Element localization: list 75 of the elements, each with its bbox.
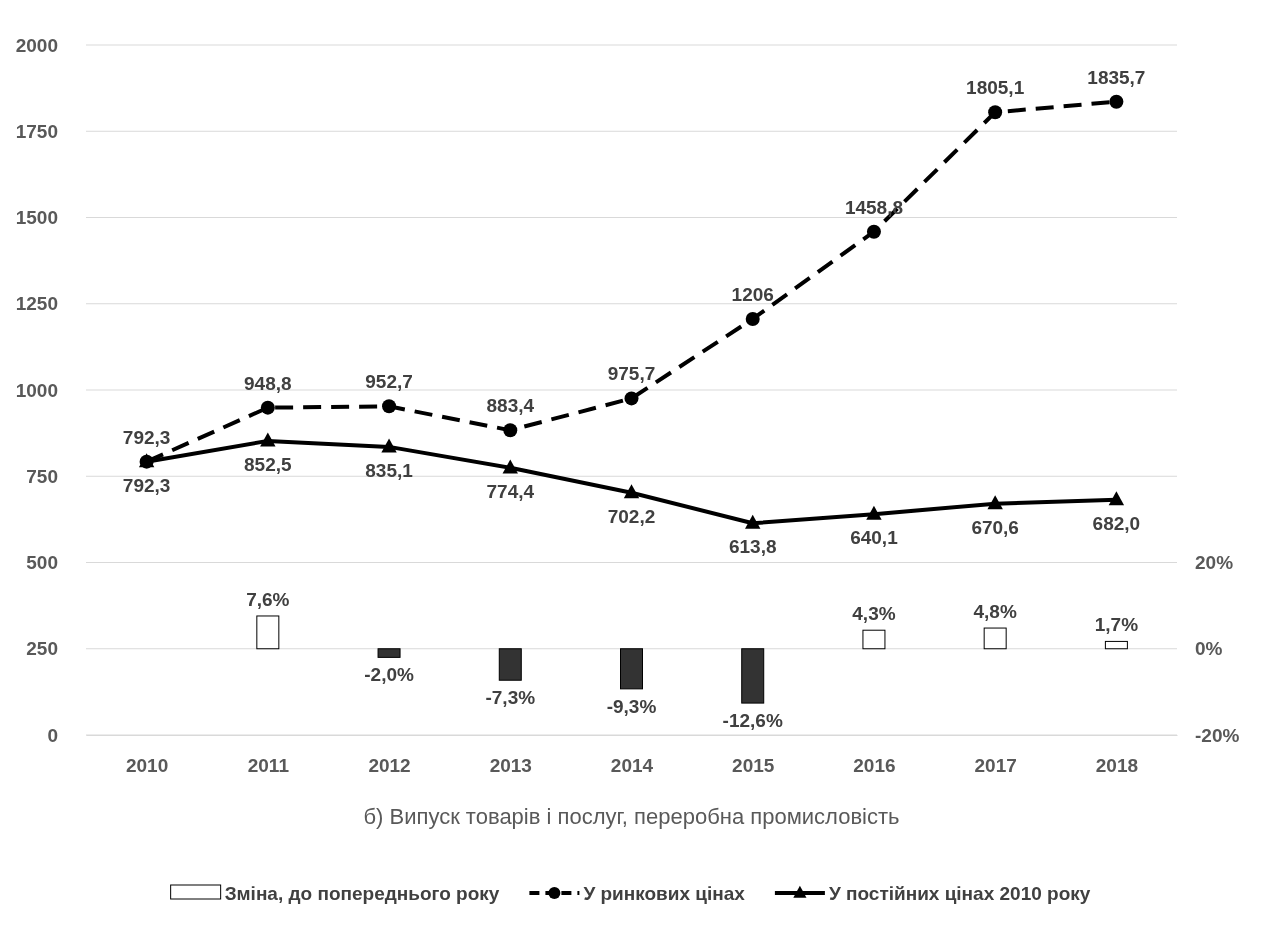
bar — [620, 648, 643, 690]
point — [624, 391, 639, 406]
point — [503, 423, 518, 438]
data-label: 7,6% — [246, 588, 290, 610]
x-tick-label: 2015 — [732, 755, 775, 777]
data-label: 1835,7 — [1087, 66, 1146, 88]
data-label: 1458,8 — [844, 196, 904, 218]
point — [745, 514, 761, 529]
data-label: 774,4 — [486, 480, 535, 502]
data-label: -2,0% — [364, 664, 414, 686]
x-tick-label: 2017 — [974, 755, 1017, 777]
bar — [377, 648, 401, 658]
bar — [498, 648, 522, 681]
legend-label: У ринкових цінах — [583, 883, 746, 904]
point — [988, 105, 1003, 120]
point — [382, 399, 397, 414]
y-tick-label: 750 — [26, 465, 58, 487]
data-label: 640,1 — [850, 527, 899, 549]
y2-tick-label: -20% — [1195, 724, 1240, 746]
point — [502, 459, 518, 474]
y2-tick-label: 0% — [1195, 638, 1223, 660]
bar — [983, 627, 1007, 650]
point — [1108, 491, 1125, 506]
x-tick-label: 2011 — [247, 755, 290, 777]
point — [260, 400, 275, 415]
bar — [741, 648, 765, 704]
point — [381, 438, 397, 453]
bar — [862, 629, 886, 650]
bar — [1104, 640, 1128, 650]
point — [623, 484, 640, 499]
x-tick-label: 2010 — [125, 755, 169, 777]
data-label: 792,3 — [122, 474, 171, 496]
legend-label: У постійних цінах 2010 року — [828, 883, 1091, 904]
data-label: 792,3 — [122, 426, 171, 448]
x-tick-label: 2016 — [853, 755, 896, 777]
data-label: -7,3% — [485, 687, 536, 709]
bar — [256, 615, 280, 650]
y-tick-label: 1500 — [15, 207, 58, 229]
data-label: 682,0 — [1092, 512, 1141, 534]
point — [866, 224, 881, 239]
y-tick-label: 1000 — [15, 379, 58, 401]
data-label: 670,6 — [971, 516, 1019, 538]
x-tick-label: 2018 — [1095, 755, 1139, 777]
point — [260, 432, 276, 447]
text: б) Випуск товарів і послуг, переробна промисловість — [363, 804, 900, 829]
legend-label: Зміна, до попереднього року — [224, 883, 500, 904]
data-label: 1206 — [731, 283, 774, 305]
x-tick-label: 2013 — [489, 755, 532, 777]
data-label: 1805,1 — [966, 77, 1025, 99]
data-label: 1,7% — [1094, 614, 1139, 636]
y-tick-label: 0 — [47, 724, 58, 746]
point — [745, 311, 760, 326]
point — [866, 505, 882, 520]
data-label: 952,7 — [365, 371, 413, 393]
y-tick-label: 250 — [26, 638, 58, 660]
data-label: 835,1 — [365, 459, 414, 481]
data-label: 975,7 — [607, 363, 656, 385]
y-tick-label: 1750 — [15, 120, 58, 142]
data-label: 613,8 — [728, 536, 777, 558]
data-label: -9,3% — [606, 695, 657, 717]
x-tick-label: 2012 — [368, 755, 411, 777]
data-label: 883,4 — [486, 395, 535, 417]
data-label: 702,2 — [607, 505, 656, 527]
y-tick-label: 500 — [26, 552, 58, 574]
data-label: -12,6% — [722, 710, 783, 732]
y2-tick-label: 20% — [1195, 552, 1234, 574]
x-tick-label: 2014 — [610, 755, 654, 777]
point — [987, 495, 1003, 510]
y-tick-label: 1250 — [15, 293, 58, 315]
data-label: 4,3% — [852, 603, 896, 625]
point — [1109, 94, 1124, 109]
y-tick-label: 2000 — [15, 34, 58, 56]
data-label: 852,5 — [244, 453, 293, 475]
data-label: 4,8% — [973, 601, 1017, 623]
data-label: 948,8 — [244, 372, 292, 394]
